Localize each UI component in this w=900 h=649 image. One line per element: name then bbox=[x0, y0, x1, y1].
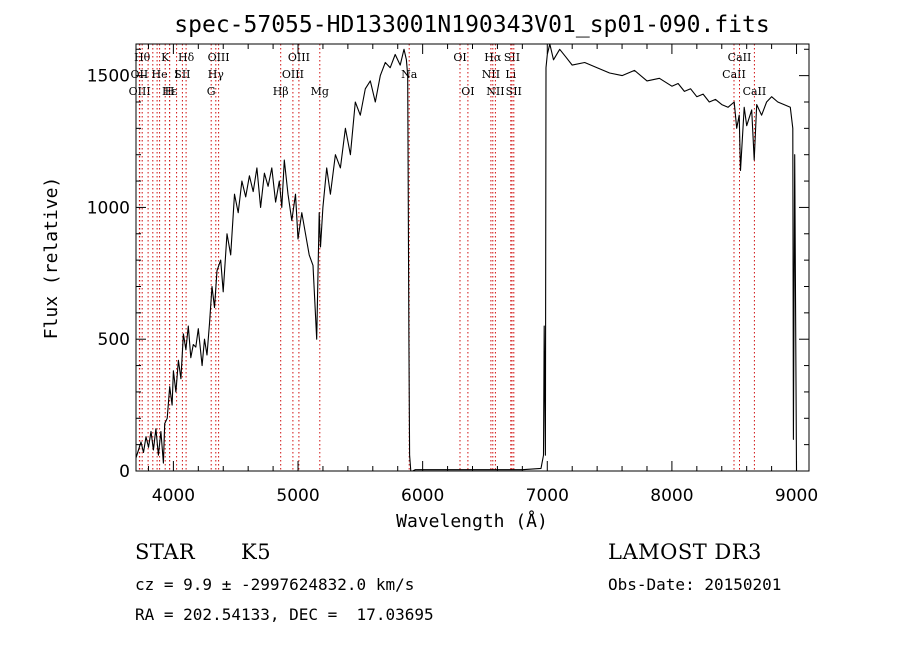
y-axis-label: Flux (relative) bbox=[41, 177, 62, 340]
object-class: STAR bbox=[135, 540, 196, 564]
x-tick-label: 8000 bbox=[650, 486, 693, 506]
spectral-line-label: OIII bbox=[208, 51, 230, 64]
spectral-line-label: OIII bbox=[282, 68, 304, 81]
spectral-line-label: OI bbox=[453, 51, 466, 64]
plot-frame bbox=[135, 43, 810, 472]
y-tick-label: 1500 bbox=[87, 67, 130, 87]
spectral-line-label: Hγ bbox=[208, 68, 225, 81]
spectral-line-label: OIII bbox=[129, 85, 151, 98]
spectral-line-label: He bbox=[152, 68, 168, 81]
survey-name: LAMOST DR3 bbox=[608, 540, 762, 564]
spectral-line-label: Hδ bbox=[178, 51, 195, 64]
object-subclass: K5 bbox=[241, 540, 272, 564]
x-tick-label: 6000 bbox=[401, 486, 444, 506]
flux-line bbox=[135, 43, 798, 472]
spectral-line-label: Hε bbox=[162, 85, 178, 98]
spectral-line-markers: HθOIIOIIIHeKHεHISIIHδGHγOIIIHβOIIIOIIIMg… bbox=[129, 44, 767, 471]
spectral-line-label: CaII bbox=[743, 85, 767, 98]
x-tick-label: 7000 bbox=[526, 486, 569, 506]
ra-dec-line: RA = 202.54133, DEC = 17.03695 bbox=[135, 605, 434, 624]
spectral-line-label: SII bbox=[504, 51, 520, 64]
redshift-line: cz = 9.9 ± -2997624832.0 km/s bbox=[135, 575, 415, 594]
spectral-line-label: Li bbox=[505, 68, 516, 81]
x-tick-label: 4000 bbox=[152, 486, 195, 506]
spectral-line-label: Na bbox=[401, 68, 418, 81]
obs-date: Obs-Date: 20150201 bbox=[608, 575, 782, 594]
x-tick-label: 5000 bbox=[276, 486, 319, 506]
spectral-line-label: OI bbox=[461, 85, 474, 98]
spectral-line-label: OII bbox=[131, 68, 149, 81]
y-tick-label: 500 bbox=[98, 330, 130, 350]
spectral-line-label: SII bbox=[506, 85, 522, 98]
spectral-line-label: OIII bbox=[288, 51, 310, 64]
spectral-line-label: CaII bbox=[728, 51, 752, 64]
spectral-line-label: G bbox=[207, 85, 216, 98]
spectral-line-label: Hα bbox=[484, 51, 502, 64]
spectral-line-label: Hθ bbox=[134, 51, 151, 64]
spectral-line-label: SII bbox=[174, 68, 190, 81]
x-tick-label: 9000 bbox=[775, 486, 818, 506]
chart-title: spec-57055-HD133001N190343V01_sp01-090.f… bbox=[174, 12, 769, 38]
spectral-line-label: K bbox=[161, 51, 170, 64]
y-tick-label: 0 bbox=[119, 462, 130, 482]
spectral-line-label: H bbox=[165, 85, 175, 98]
spectral-line-label: Hβ bbox=[273, 85, 289, 98]
axes: 4000 5000 6000 7000 8000 9000 0 500 1000 1500 bbox=[87, 44, 818, 506]
spectral-line-label: CaII bbox=[722, 68, 746, 81]
spectral-line-label: I bbox=[174, 68, 178, 81]
spectral-line-label: NII bbox=[482, 68, 500, 81]
y-tick-label: 1000 bbox=[87, 198, 130, 218]
x-axis-label: Wavelength (Å) bbox=[396, 510, 548, 532]
flux-series bbox=[135, 43, 798, 472]
spectral-line-label: NII bbox=[486, 85, 504, 98]
spectral-line-label: Mg bbox=[311, 85, 329, 98]
